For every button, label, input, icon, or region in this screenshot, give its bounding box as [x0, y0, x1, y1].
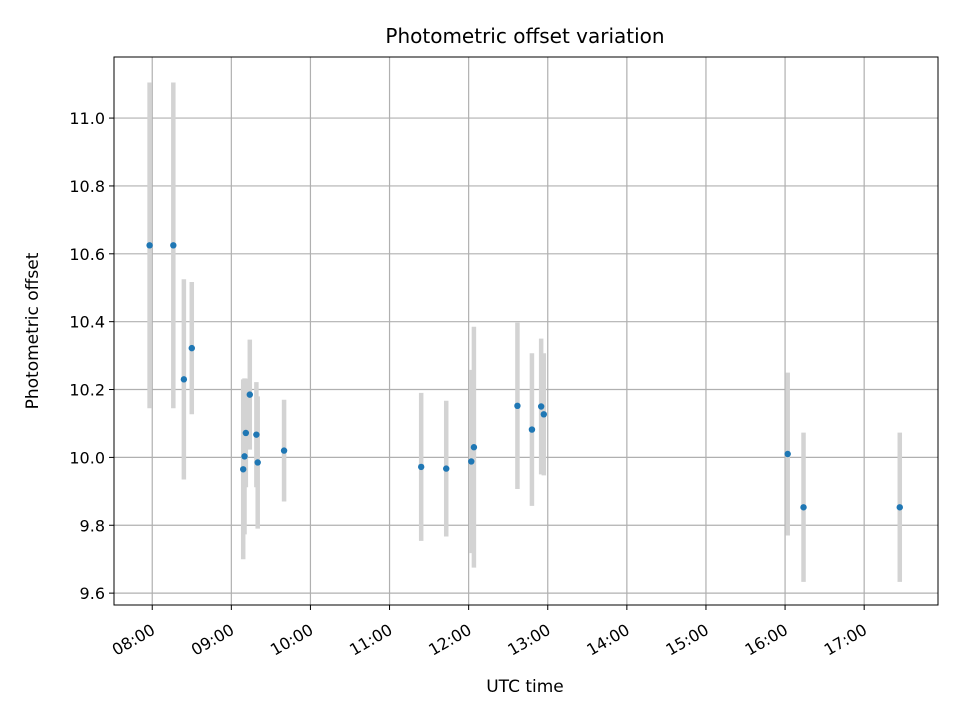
data-point: [528, 426, 536, 433]
data-point: [242, 429, 250, 437]
y-tick-label: 10.0: [69, 448, 105, 467]
y-axis-title: Photometric offset: [23, 252, 43, 409]
data-point: [188, 344, 195, 352]
data-point: [180, 376, 188, 383]
data-point: [280, 447, 288, 454]
data-point: [800, 504, 807, 511]
x-axis-title: UTC time: [486, 677, 564, 697]
data-point: [514, 402, 521, 410]
data-point: [784, 450, 791, 458]
data-point: [540, 411, 547, 418]
plot-frame: [113, 56, 939, 606]
data-points: [146, 242, 903, 511]
data-point: [246, 391, 253, 398]
grid: [114, 57, 938, 605]
y-tick-label: 11.0: [69, 109, 105, 128]
y-tick-label: 9.8: [80, 516, 105, 535]
data-point: [470, 444, 478, 451]
data-point: [537, 403, 545, 410]
y-tick-label: 10.6: [69, 245, 105, 264]
data-point: [170, 242, 177, 249]
data-point: [146, 242, 153, 249]
y-tick-label: 10.4: [69, 313, 105, 332]
data-point: [443, 465, 450, 472]
chart-title: Photometric offset variation: [385, 24, 664, 48]
y-tick-label: 9.6: [80, 584, 105, 603]
data-point: [240, 466, 247, 473]
data-point: [468, 458, 475, 465]
y-tick-label: 10.8: [69, 177, 105, 196]
data-point: [254, 459, 261, 466]
y-axis: 9.6 9.8 10.0 10.2 10.4 10.6 10.8 11.0: [69, 109, 114, 603]
data-point: [241, 453, 248, 460]
data-point: [896, 504, 903, 511]
data-point: [253, 431, 260, 438]
data-point: [417, 463, 425, 471]
y-tick-label: 10.2: [69, 381, 105, 400]
